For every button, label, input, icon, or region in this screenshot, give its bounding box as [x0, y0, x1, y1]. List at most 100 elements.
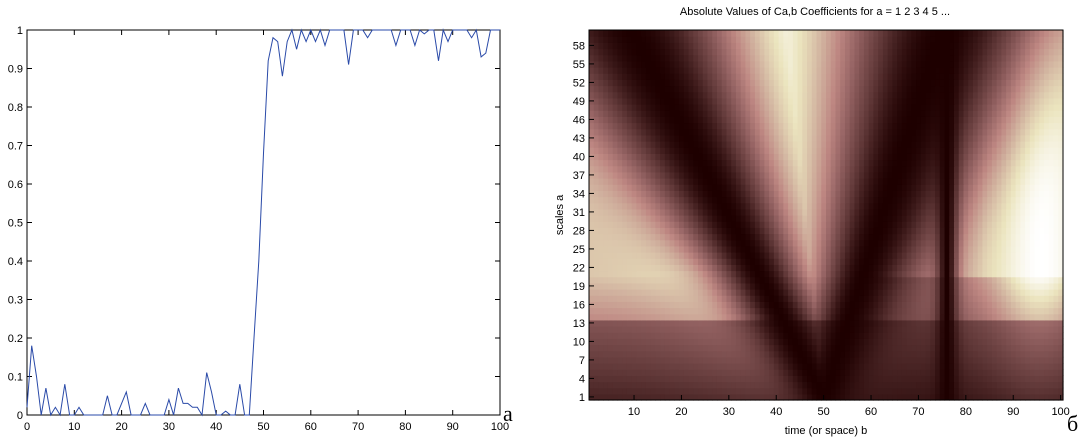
- heatmap-cell: [598, 104, 604, 111]
- heatmap-cell: [878, 215, 884, 222]
- heatmap-cell: [830, 141, 837, 148]
- heatmap-cell: [1015, 393, 1021, 401]
- heatmap-cell: [716, 301, 723, 309]
- heatmap-cell: [645, 393, 652, 401]
- heatmap-cell: [935, 276, 941, 284]
- heatmap-cell: [698, 215, 704, 222]
- heatmap-cell: [977, 393, 984, 401]
- heatmap-cell: [764, 258, 770, 265]
- heatmap-cell: [745, 134, 751, 142]
- heatmap-cell: [897, 289, 903, 296]
- heatmap-cell: [707, 221, 713, 228]
- heatmap-cell: [882, 252, 889, 259]
- heatmap-cell: [641, 128, 647, 136]
- heatmap-cell: [754, 307, 761, 315]
- heatmap-cell: [674, 252, 680, 259]
- heatmap-cell: [977, 344, 984, 352]
- heatmap-cell: [916, 332, 922, 339]
- heatmap-cell: [589, 104, 595, 111]
- heatmap-cell: [1015, 344, 1021, 352]
- heatmap-cell: [939, 264, 946, 272]
- heatmap-cell: [778, 104, 784, 111]
- heatmap-cell: [1001, 239, 1007, 247]
- heatmap-cell: [645, 375, 652, 383]
- heatmap-cell: [844, 282, 851, 290]
- heatmap-cell: [878, 245, 884, 253]
- heatmap-cell: [968, 239, 974, 247]
- heatmap-cell: [750, 184, 756, 191]
- heatmap-cell: [707, 307, 713, 315]
- heatmap-cell: [626, 171, 633, 179]
- heatmap-cell: [972, 227, 979, 235]
- heatmap-cell: [1015, 289, 1021, 296]
- heatmap-cell: [702, 110, 709, 117]
- heatmap-cell: [726, 171, 732, 179]
- heatmap-cell: [769, 165, 775, 173]
- heatmap-cell: [660, 196, 666, 204]
- heatmap-cell: [1020, 159, 1026, 167]
- heatmap-cell: [698, 313, 704, 321]
- heatmap-cell: [949, 264, 955, 272]
- heatmap-cell: [930, 319, 936, 327]
- heatmap-cell: [626, 289, 633, 296]
- heatmap-cell: [811, 196, 818, 204]
- heatmap-cell: [688, 159, 694, 167]
- heatmap-cell: [887, 381, 893, 389]
- heatmap-cell: [887, 165, 893, 173]
- heatmap-cell: [911, 171, 917, 179]
- heatmap-cell: [750, 381, 756, 389]
- heatmap-cell: [892, 301, 898, 309]
- heatmap-cell: [759, 252, 765, 259]
- heatmap-cell: [650, 227, 656, 235]
- heatmap-cell: [745, 128, 751, 136]
- heatmap-cell: [612, 381, 619, 389]
- heatmap-cell: [716, 326, 723, 333]
- heatmap-cell: [925, 350, 931, 358]
- heatmap-cell: [963, 134, 969, 142]
- heatmap-cell: [968, 128, 974, 136]
- heatmap-cell: [735, 319, 742, 327]
- heatmap-cell: [958, 252, 965, 259]
- heatmap-cell: [778, 239, 784, 247]
- heatmap-cell: [612, 307, 619, 315]
- heatmap-cell: [892, 393, 898, 401]
- heatmap-cell: [1034, 369, 1040, 376]
- heatmap-cell: [863, 134, 870, 142]
- heatmap-cell: [716, 289, 723, 296]
- heatmap-cell: [807, 282, 813, 290]
- heatmap-cell: [712, 369, 718, 376]
- heatmap-cell: [773, 270, 780, 278]
- heatmap-cell: [631, 301, 637, 309]
- heatmap-cell: [826, 221, 832, 228]
- heatmap-cell: [764, 289, 770, 296]
- heatmap-cell: [702, 369, 709, 376]
- heatmap-cell: [735, 196, 742, 204]
- heatmap-cell: [731, 319, 737, 327]
- heatmap-cell: [816, 153, 822, 161]
- heatmap-cell: [754, 369, 761, 376]
- heatmap-cell: [840, 221, 846, 228]
- heatmap-cell: [716, 196, 723, 204]
- heatmap-cell: [1053, 258, 1059, 265]
- heatmap-cell: [745, 258, 751, 265]
- heatmap-cell: [759, 270, 765, 278]
- heatmap-cell: [878, 307, 884, 315]
- heatmap-cell: [773, 381, 780, 389]
- heatmap-cell: [716, 387, 723, 395]
- heatmap-cell: [826, 141, 832, 148]
- heatmap-cell: [731, 252, 737, 259]
- heatmap-cell: [622, 381, 628, 389]
- heatmap-cell: [897, 282, 903, 290]
- heatmap-cell: [626, 313, 633, 321]
- heatmap-cell: [721, 227, 728, 235]
- heatmap-cell: [740, 196, 747, 204]
- heatmap-cell: [593, 332, 600, 339]
- heatmap-cell: [830, 264, 837, 272]
- heatmap-cell: [607, 319, 614, 327]
- heatmap-cell: [982, 165, 988, 173]
- heatmap-cell: [788, 313, 794, 321]
- heatmap-cell: [1006, 190, 1012, 198]
- heatmap-cell: [788, 227, 794, 235]
- heatmap-cell: [607, 221, 614, 228]
- heatmap-cell: [1048, 381, 1055, 389]
